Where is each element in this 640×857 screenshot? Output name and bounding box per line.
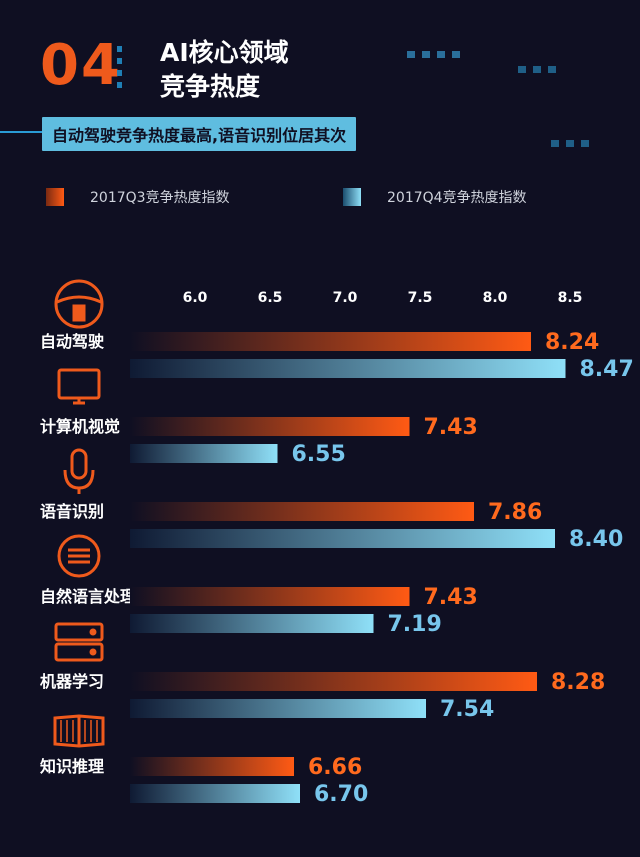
subtitle-accent-line — [0, 131, 44, 133]
data-label-q3: 7.86 — [488, 500, 542, 525]
data-label-q3: 7.43 — [424, 415, 478, 440]
data-label-q4: 7.54 — [440, 697, 494, 722]
bar-q4 — [130, 444, 278, 463]
data-label-q3: 8.24 — [545, 330, 599, 355]
data-label-q4: 8.40 — [569, 527, 623, 552]
category-label: 机器学习 — [40, 672, 104, 691]
text-lines-icon — [57, 534, 101, 578]
bar-q4 — [130, 614, 374, 633]
data-label-q4: 6.55 — [292, 442, 346, 467]
bar-q3 — [130, 502, 474, 521]
bar-q3 — [130, 587, 410, 606]
section-title-line2: 竞争热度 — [160, 72, 261, 101]
legend-label-q4: 2017Q4竞争热度指数 — [387, 190, 527, 206]
section-title: AI核心领域 竞争热度 — [160, 36, 289, 104]
data-label-q3: 8.28 — [551, 670, 605, 695]
open-book-icon — [53, 714, 105, 748]
tick-label: 8.5 — [558, 290, 583, 306]
server-icon — [54, 622, 104, 662]
monitor-icon — [57, 368, 101, 405]
bar-q3 — [130, 757, 294, 776]
legend-item-q3: 2017Q3竞争热度指数 — [46, 187, 230, 207]
bar-q4 — [130, 784, 300, 803]
steering-wheel-icon — [54, 279, 104, 329]
bar-q3 — [130, 332, 531, 351]
category-label: 自动驾驶 — [40, 332, 104, 351]
data-label-q3: 6.66 — [308, 755, 362, 780]
decorative-dots — [551, 132, 596, 151]
microphone-icon — [63, 448, 95, 494]
title-divider-dots — [117, 46, 122, 94]
legend-swatch-q4 — [343, 188, 361, 206]
data-label-q3: 7.43 — [424, 585, 478, 610]
decorative-dots — [518, 58, 563, 77]
data-label-q4: 6.70 — [314, 782, 368, 807]
tick-label: 6.0 — [183, 290, 208, 306]
category-label: 知识推理 — [40, 757, 104, 776]
tick-label: 7.5 — [408, 290, 433, 306]
tick-label: 6.5 — [258, 290, 283, 306]
legend-label-q3: 2017Q3竞争热度指数 — [90, 190, 230, 206]
section-title-line1: AI核心领域 — [160, 38, 289, 67]
bar-q3 — [130, 417, 410, 436]
tick-label: 7.0 — [333, 290, 358, 306]
legend-swatch-q3 — [46, 188, 64, 206]
section-number: 04 — [40, 33, 122, 98]
bar-q4 — [130, 699, 426, 718]
bar-q4 — [130, 529, 555, 548]
subtitle-banner: 自动驾驶竞争热度最高,语音识别位居其次 — [42, 117, 357, 151]
legend-item-q4: 2017Q4竞争热度指数 — [343, 187, 527, 207]
category-label: 语音识别 — [40, 502, 104, 521]
category-label: 计算机视觉 — [40, 417, 120, 436]
data-label-q4: 7.19 — [388, 612, 442, 637]
tick-label: 8.0 — [483, 290, 508, 306]
bar-q3 — [130, 672, 537, 691]
bar-q4 — [130, 359, 566, 378]
category-label: 自然语言处理 — [40, 587, 136, 606]
decorative-dots — [407, 43, 467, 62]
data-label-q4: 8.47 — [580, 357, 634, 382]
